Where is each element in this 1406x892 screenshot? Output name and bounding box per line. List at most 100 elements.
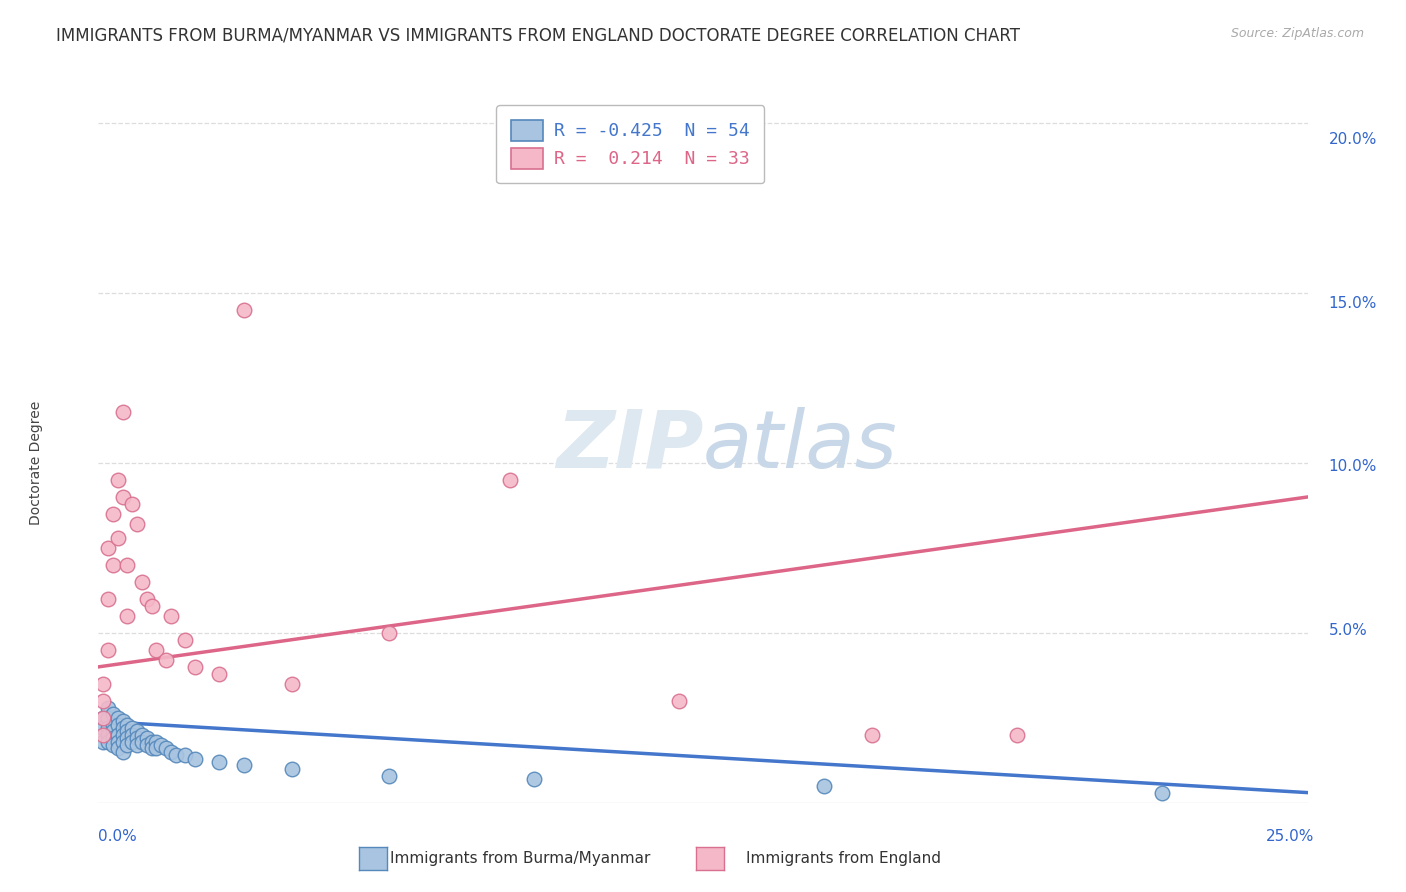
Text: 20.0%: 20.0% bbox=[1329, 132, 1376, 147]
Point bbox=[1152, 786, 1174, 800]
Point bbox=[184, 660, 207, 674]
Point bbox=[97, 541, 120, 555]
Point bbox=[111, 734, 134, 748]
Point bbox=[107, 717, 129, 731]
Text: 25.0%: 25.0% bbox=[1267, 830, 1315, 844]
Point bbox=[813, 779, 835, 793]
Point bbox=[208, 666, 231, 681]
Point bbox=[127, 731, 149, 746]
Point bbox=[101, 558, 124, 572]
Point bbox=[91, 694, 114, 708]
Point bbox=[232, 758, 254, 772]
Text: 0.0%: 0.0% bbox=[98, 830, 138, 844]
Point bbox=[117, 608, 139, 623]
Text: Immigrants from Burma/Myanmar: Immigrants from Burma/Myanmar bbox=[389, 851, 651, 865]
Point bbox=[111, 721, 134, 735]
Point bbox=[91, 677, 114, 691]
Point bbox=[101, 731, 124, 746]
Text: ZIP: ZIP bbox=[555, 407, 703, 485]
Point bbox=[127, 724, 149, 739]
Text: IMMIGRANTS FROM BURMA/MYANMAR VS IMMIGRANTS FROM ENGLAND DOCTORATE DEGREE CORREL: IMMIGRANTS FROM BURMA/MYANMAR VS IMMIGRA… bbox=[56, 27, 1021, 45]
Point bbox=[127, 517, 149, 532]
Point bbox=[91, 721, 114, 735]
Point bbox=[141, 599, 163, 613]
Text: Doctorate Degree: Doctorate Degree bbox=[28, 401, 42, 525]
Point bbox=[111, 714, 134, 729]
Point bbox=[101, 724, 124, 739]
Point bbox=[184, 751, 207, 765]
Point bbox=[160, 745, 183, 759]
Point bbox=[281, 762, 304, 776]
Point bbox=[141, 741, 163, 756]
Text: Source: ZipAtlas.com: Source: ZipAtlas.com bbox=[1230, 27, 1364, 40]
Point bbox=[101, 738, 124, 752]
Point bbox=[377, 626, 399, 640]
Point bbox=[208, 755, 231, 769]
Point bbox=[101, 707, 124, 722]
Point bbox=[107, 741, 129, 756]
Text: 10.0%: 10.0% bbox=[1329, 459, 1376, 475]
Point bbox=[97, 734, 120, 748]
Point bbox=[160, 608, 183, 623]
Text: 5.0%: 5.0% bbox=[1329, 623, 1368, 638]
Point bbox=[135, 731, 157, 746]
Point bbox=[117, 731, 139, 746]
Point bbox=[111, 745, 134, 759]
Point bbox=[107, 734, 129, 748]
Text: 15.0%: 15.0% bbox=[1329, 296, 1376, 310]
Point bbox=[107, 728, 129, 742]
Point bbox=[107, 473, 129, 487]
Point bbox=[117, 724, 139, 739]
Point bbox=[377, 769, 399, 783]
Point bbox=[117, 717, 139, 731]
Point bbox=[91, 728, 114, 742]
Point bbox=[174, 748, 197, 763]
Point bbox=[860, 728, 883, 742]
Point bbox=[165, 748, 187, 763]
Point bbox=[91, 711, 114, 725]
Text: Immigrants from England: Immigrants from England bbox=[747, 851, 941, 865]
Point bbox=[150, 738, 173, 752]
Point bbox=[145, 734, 167, 748]
Point bbox=[155, 653, 177, 667]
Point bbox=[174, 632, 197, 647]
Point bbox=[111, 728, 134, 742]
Point bbox=[91, 734, 114, 748]
Point bbox=[155, 741, 177, 756]
Point bbox=[135, 591, 157, 606]
Point bbox=[131, 574, 153, 589]
Point bbox=[121, 497, 143, 511]
Point bbox=[145, 741, 167, 756]
Point bbox=[498, 473, 520, 487]
Point bbox=[111, 405, 134, 419]
Point bbox=[97, 643, 120, 657]
Point bbox=[101, 717, 124, 731]
Point bbox=[111, 490, 134, 504]
Point bbox=[121, 734, 143, 748]
Legend: R = -0.425  N = 54, R =  0.214  N = 33: R = -0.425 N = 54, R = 0.214 N = 33 bbox=[496, 105, 765, 183]
Point bbox=[127, 738, 149, 752]
Point bbox=[232, 303, 254, 318]
Point bbox=[141, 734, 163, 748]
Point bbox=[97, 700, 120, 714]
Point bbox=[97, 721, 120, 735]
Point bbox=[121, 721, 143, 735]
Point bbox=[1007, 728, 1029, 742]
Point bbox=[97, 728, 120, 742]
Point bbox=[101, 507, 124, 521]
Point bbox=[117, 558, 139, 572]
Text: atlas: atlas bbox=[703, 407, 898, 485]
Point bbox=[135, 738, 157, 752]
Point bbox=[91, 711, 114, 725]
Point bbox=[281, 677, 304, 691]
Point bbox=[668, 694, 690, 708]
Point bbox=[131, 728, 153, 742]
Point bbox=[145, 643, 167, 657]
Point bbox=[121, 728, 143, 742]
Point bbox=[107, 711, 129, 725]
Point bbox=[117, 738, 139, 752]
Point bbox=[97, 591, 120, 606]
Point bbox=[523, 772, 546, 786]
Point bbox=[131, 734, 153, 748]
Point bbox=[107, 531, 129, 545]
